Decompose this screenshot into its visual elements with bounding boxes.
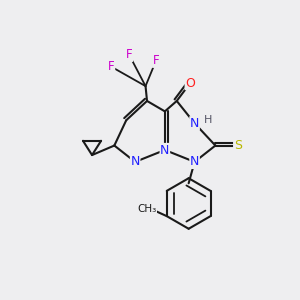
Text: S: S xyxy=(234,139,242,152)
Text: N: N xyxy=(160,143,170,157)
Text: N: N xyxy=(190,155,199,168)
Text: H: H xyxy=(204,115,212,125)
Text: F: F xyxy=(153,54,159,67)
Text: CH₃: CH₃ xyxy=(137,204,157,214)
Text: F: F xyxy=(126,48,133,62)
Text: N: N xyxy=(190,117,199,130)
Text: F: F xyxy=(108,60,115,73)
Text: N: N xyxy=(130,155,140,168)
Text: O: O xyxy=(185,76,195,90)
